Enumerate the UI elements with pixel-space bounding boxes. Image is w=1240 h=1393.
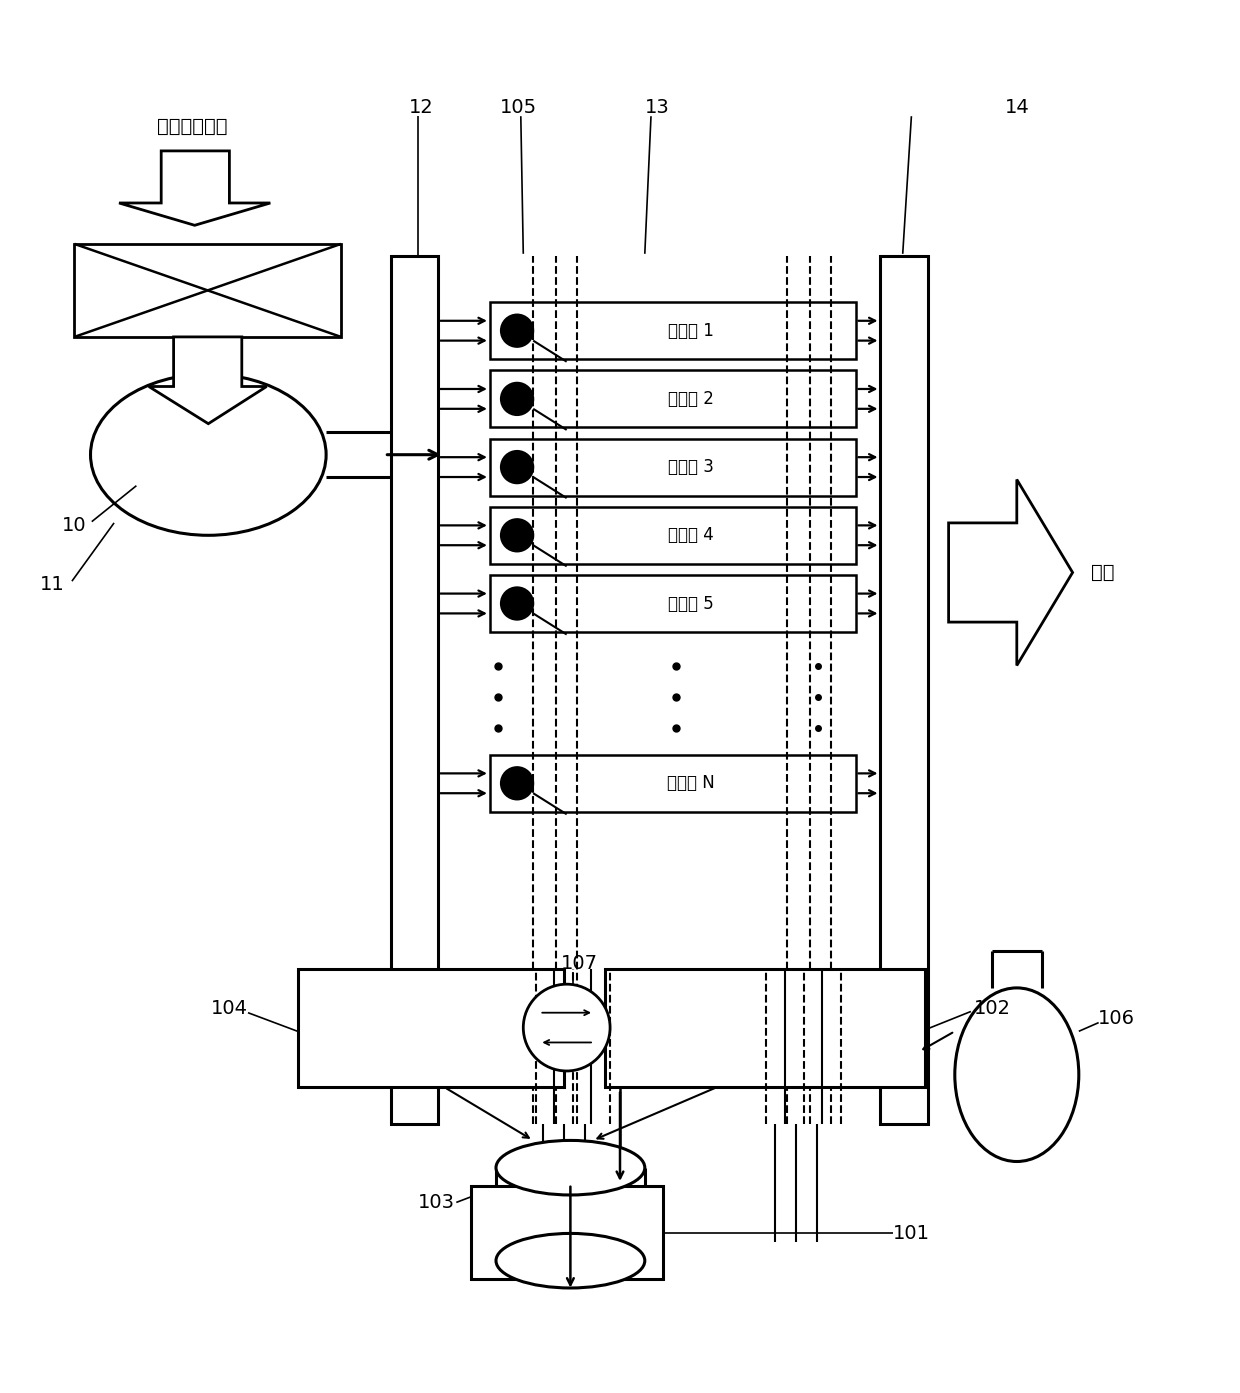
Bar — [298, 970, 564, 1087]
Ellipse shape — [496, 1233, 645, 1289]
Bar — [490, 371, 856, 428]
Text: 104: 104 — [211, 1000, 248, 1018]
Bar — [391, 256, 438, 1124]
Text: 服务器 5: 服务器 5 — [668, 595, 714, 613]
Bar — [490, 575, 856, 632]
Bar — [74, 244, 341, 337]
Ellipse shape — [496, 1141, 645, 1195]
Text: 101: 101 — [893, 1224, 930, 1243]
Text: 排气: 排气 — [1091, 563, 1115, 582]
Text: 14: 14 — [1004, 98, 1029, 117]
Polygon shape — [149, 337, 267, 423]
Circle shape — [501, 520, 533, 552]
Text: 103: 103 — [418, 1192, 455, 1212]
Circle shape — [501, 383, 533, 415]
Text: 服务器 1: 服务器 1 — [668, 322, 714, 340]
Circle shape — [501, 315, 533, 347]
Text: 13: 13 — [645, 98, 670, 117]
Circle shape — [523, 985, 610, 1071]
Polygon shape — [119, 150, 270, 226]
Circle shape — [501, 588, 533, 620]
Polygon shape — [949, 479, 1073, 666]
Text: 105: 105 — [500, 98, 537, 117]
Text: 服务器 3: 服务器 3 — [668, 458, 714, 476]
Text: 外部空气取入: 外部空气取入 — [157, 117, 227, 135]
Text: 12: 12 — [409, 98, 434, 117]
Bar — [490, 507, 856, 564]
Circle shape — [501, 768, 533, 800]
Bar — [490, 439, 856, 496]
Circle shape — [501, 451, 533, 483]
Text: 106: 106 — [1097, 1010, 1135, 1028]
Bar — [490, 755, 856, 812]
Text: 服务器 2: 服务器 2 — [668, 390, 714, 408]
Bar — [880, 256, 928, 1124]
Text: 102: 102 — [973, 1000, 1011, 1018]
Text: 107: 107 — [560, 954, 598, 972]
Ellipse shape — [955, 988, 1079, 1162]
Text: 服务器 4: 服务器 4 — [668, 527, 714, 545]
Bar — [471, 1187, 663, 1279]
Text: 10: 10 — [62, 515, 87, 535]
Bar — [490, 302, 856, 359]
Ellipse shape — [91, 375, 326, 535]
Text: 服务器 N: 服务器 N — [667, 775, 715, 793]
Text: 11: 11 — [40, 575, 64, 595]
Bar — [605, 970, 925, 1087]
